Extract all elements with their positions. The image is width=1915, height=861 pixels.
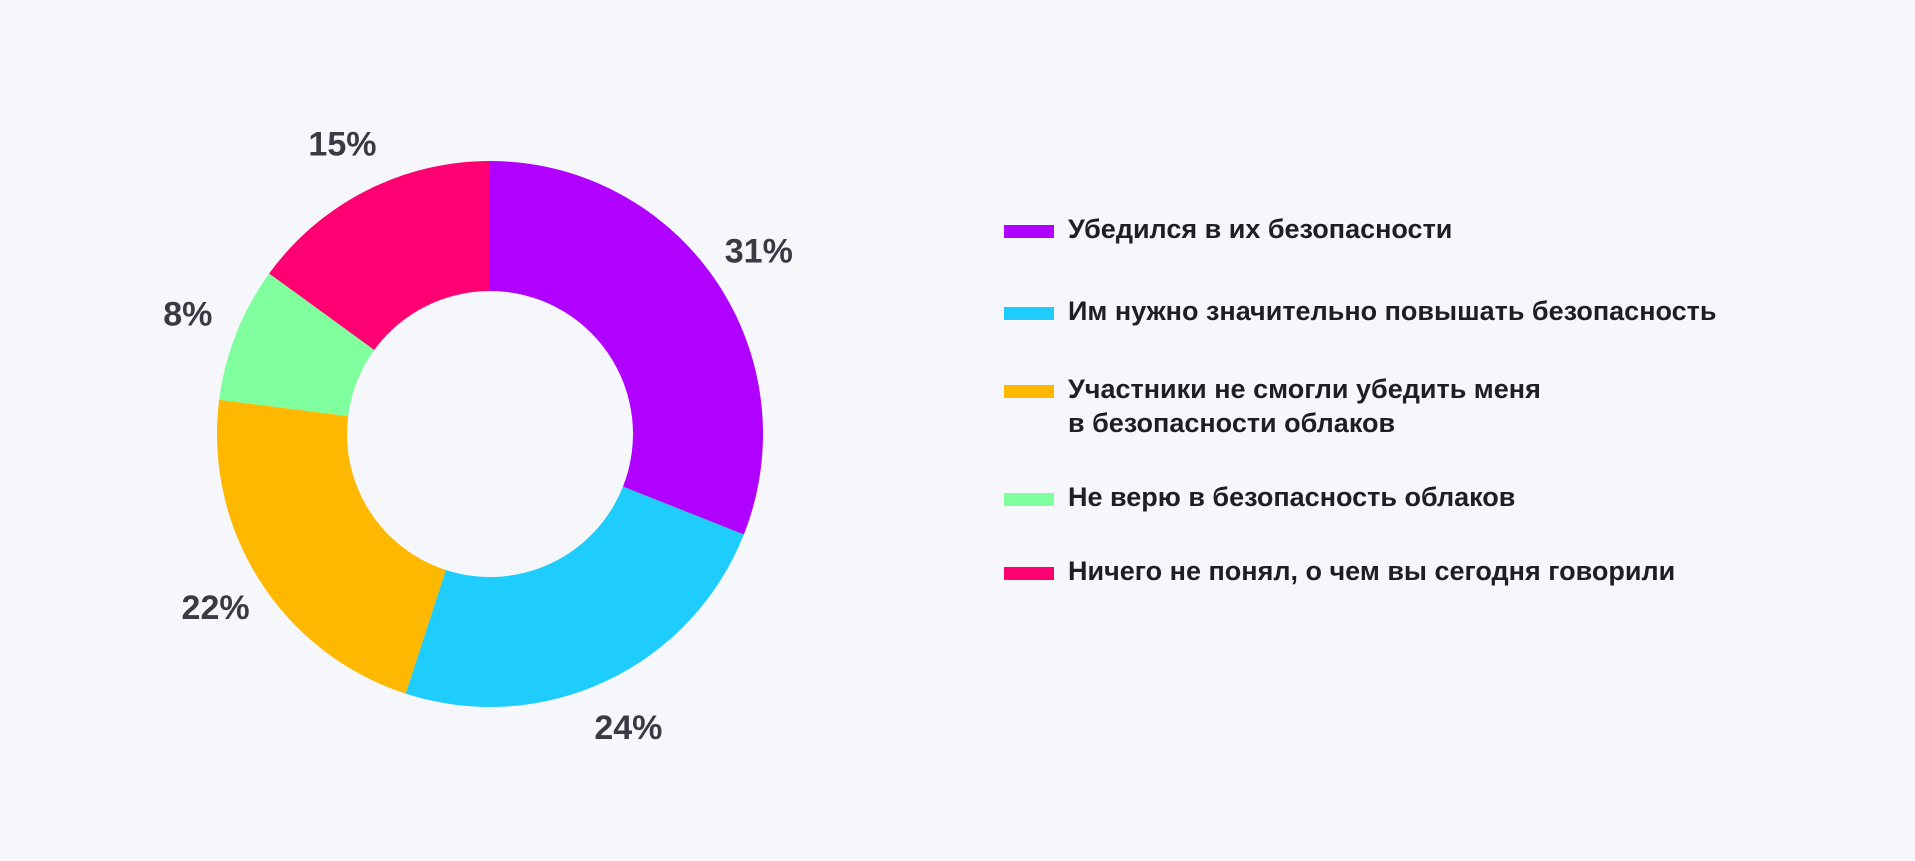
legend-swatch xyxy=(1004,307,1054,320)
donut-slice xyxy=(405,486,744,707)
legend-label-line: Убедился в их безопасности xyxy=(1068,214,1453,244)
legend-label: Ничего не понял, о чем вы сегодня говори… xyxy=(1068,554,1675,588)
slice-percent-label: 31% xyxy=(725,232,793,270)
legend-label-line: Ничего не понял, о чем вы сегодня говори… xyxy=(1068,556,1676,586)
legend-swatch xyxy=(1004,225,1054,238)
donut-slice xyxy=(490,161,764,535)
legend-label-line: Не верю в безопасность облаков xyxy=(1068,482,1516,512)
legend-item: Участники не смогли убедить меня в безоп… xyxy=(1004,372,1541,440)
slice-percent-label: 22% xyxy=(182,589,250,627)
donut-slice xyxy=(217,399,446,694)
donut-slice xyxy=(219,273,375,417)
slice-percent-label: 24% xyxy=(594,709,662,747)
slice-percent-label: 15% xyxy=(308,125,376,163)
donut-slices xyxy=(217,161,764,707)
legend-item: Не верю в безопасность облаков xyxy=(1004,480,1515,514)
legend-swatch xyxy=(1004,385,1054,398)
slice-labels: 31% 24% 22% 8% 15% xyxy=(163,125,793,747)
legend-swatch xyxy=(1004,567,1054,580)
legend-label-line: в безопасности облаков xyxy=(1068,408,1396,438)
legend-label: Не верю в безопасность облаков xyxy=(1068,480,1515,514)
donut-slice xyxy=(269,161,490,350)
legend-item: Убедился в их безопасности xyxy=(1004,212,1452,246)
legend-label: Участники не смогли убедить меня в безоп… xyxy=(1068,372,1541,440)
slice-percent-label: 8% xyxy=(163,295,212,333)
legend-label-line: Участники не смогли убедить меня xyxy=(1068,374,1541,404)
legend-swatch xyxy=(1004,493,1054,506)
legend-label-line: Им нужно значительно повышать безопаснос… xyxy=(1068,296,1717,326)
legend-item: Им нужно значительно повышать безопаснос… xyxy=(1004,294,1716,328)
legend-label: Убедился в их безопасности xyxy=(1068,212,1452,246)
legend-label: Им нужно значительно повышать безопаснос… xyxy=(1068,294,1716,328)
legend-item: Ничего не понял, о чем вы сегодня говори… xyxy=(1004,554,1675,588)
